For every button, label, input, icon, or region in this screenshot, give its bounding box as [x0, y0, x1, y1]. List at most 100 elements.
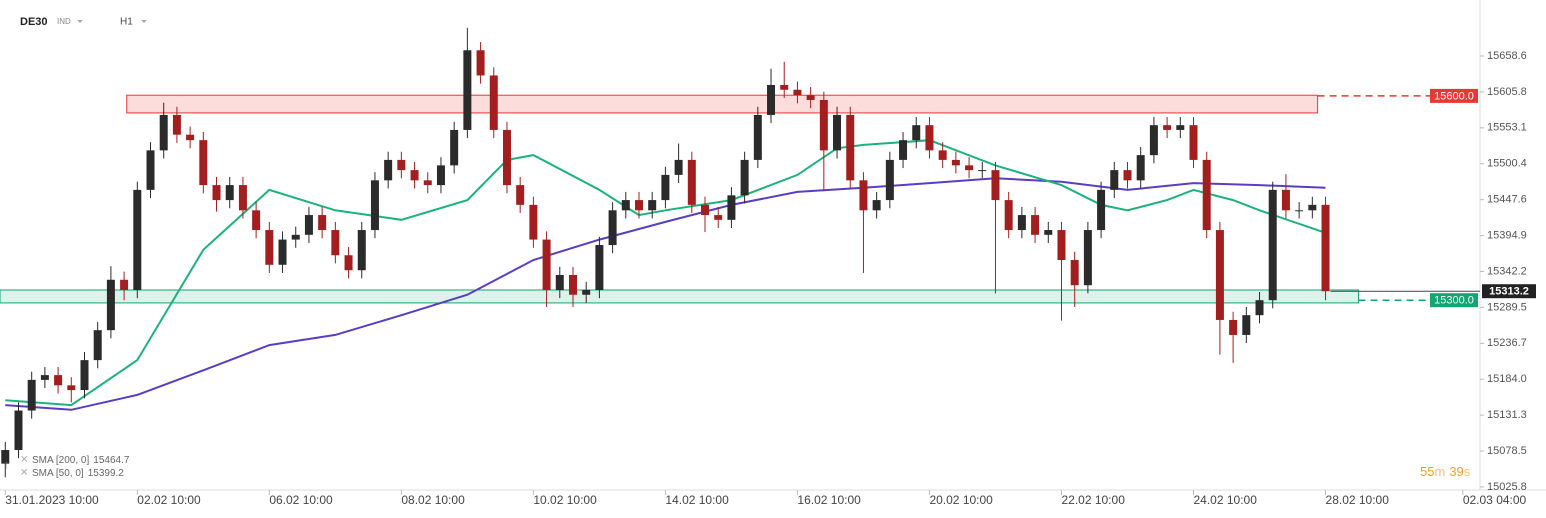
candle-body — [687, 159, 696, 205]
y-tick-label: 15394.9 — [1487, 229, 1527, 241]
candle-body — [912, 125, 921, 141]
candle-body — [1149, 125, 1158, 156]
candle-body — [608, 210, 617, 246]
legend-name: SMA [200, 0] — [32, 455, 89, 466]
legend-handle[interactable]: ⁞ — [5, 460, 8, 470]
candle-body — [186, 134, 195, 141]
candle-body — [489, 75, 498, 130]
x-tick-label: 08.02 10:00 — [401, 493, 465, 507]
candle-body — [542, 239, 551, 290]
candle-body — [120, 279, 129, 290]
zone — [0, 289, 1360, 304]
legend-value: 15464.7 — [93, 455, 130, 466]
candle-body — [529, 204, 538, 240]
x-tick-label: 16.02 10:00 — [797, 493, 861, 507]
candle-body — [278, 239, 287, 265]
y-tick-label: 15342.2 — [1487, 265, 1527, 277]
candle-body — [14, 410, 23, 451]
countdown: 55m 39s — [1420, 464, 1471, 479]
y-tick-label: 15184.0 — [1487, 373, 1527, 385]
candle-body — [450, 129, 459, 166]
candle-body — [1229, 319, 1238, 335]
candle-body — [568, 274, 577, 295]
symbol[interactable]: DE30 — [20, 16, 48, 28]
candle-body — [1044, 230, 1053, 235]
dropdown-icon[interactable] — [77, 20, 83, 23]
legend-value: 15399.2 — [88, 468, 125, 479]
candle-body — [1202, 159, 1211, 231]
y-tick-label: 15289.5 — [1487, 301, 1527, 313]
x-tick-label: 02.02 10:00 — [137, 493, 201, 507]
y-tick-label: 15025.8 — [1487, 481, 1527, 493]
candle-body — [252, 210, 261, 231]
candle-body — [727, 195, 736, 220]
y-tick-label: 15131.3 — [1487, 409, 1527, 421]
legend-close[interactable]: ✕ — [20, 468, 28, 479]
candle-body — [635, 200, 644, 211]
candle-body — [357, 230, 366, 271]
candle-body — [133, 189, 142, 290]
candle-body — [1123, 170, 1132, 181]
x-tick-label: 10.02 10:00 — [533, 493, 597, 507]
candle-body — [291, 234, 300, 240]
candle-body — [595, 245, 604, 290]
candle-body — [1295, 210, 1304, 212]
market[interactable]: IND — [57, 17, 71, 26]
candle-body — [1110, 170, 1119, 190]
candle-body — [172, 114, 181, 135]
y-tick-label: 15605.8 — [1487, 86, 1527, 98]
candle-body — [502, 129, 511, 186]
candle-body — [1163, 125, 1172, 130]
candle-body — [304, 215, 313, 235]
candle-body — [410, 170, 419, 181]
candle-body — [885, 159, 894, 201]
candle-body — [740, 159, 749, 196]
candle-body — [1097, 189, 1106, 231]
candle-body — [701, 204, 710, 216]
y-tick-label: 15658.6 — [1487, 50, 1527, 62]
dropdown-icon[interactable] — [141, 20, 147, 23]
candle-body — [318, 215, 327, 231]
candle-body — [1004, 200, 1013, 231]
candle-body — [423, 180, 432, 186]
candle-body — [780, 84, 789, 90]
candle-body — [965, 165, 974, 171]
legend-entry: SMA [200, 0] 15464.7 — [32, 455, 130, 466]
candle-body — [54, 375, 63, 386]
candle-body — [463, 50, 472, 130]
candle-body — [1242, 315, 1251, 335]
candle-body — [1017, 215, 1026, 231]
timer-part: 39 — [1449, 464, 1463, 479]
candle-body — [621, 200, 630, 211]
candle-body — [27, 379, 36, 411]
candle-body — [1268, 189, 1277, 301]
candle-body — [1308, 204, 1317, 211]
x-tick-label: 28.02 10:00 — [1326, 493, 1390, 507]
x-tick-label: 20.02 10:00 — [929, 493, 993, 507]
legend-close[interactable]: ✕ — [20, 455, 28, 466]
level-tag — [1430, 293, 1478, 308]
candle-body — [648, 200, 657, 211]
sma-line — [5, 177, 1326, 411]
candle-body — [476, 50, 485, 76]
x-tick-label: 02.03 04:00 — [1463, 493, 1527, 507]
candle-body — [370, 180, 379, 231]
candle-body — [899, 140, 908, 160]
candle-body — [1083, 230, 1092, 286]
candle-body — [1281, 189, 1290, 211]
timer-part: m — [1434, 464, 1445, 479]
legend-name: SMA [50, 0] — [32, 468, 84, 479]
timer-part: s — [1464, 464, 1471, 479]
interval[interactable]: H1 — [120, 17, 133, 28]
candle-body — [331, 230, 340, 256]
candle-body — [674, 159, 683, 175]
candle-body — [397, 159, 406, 171]
candle-body — [1215, 230, 1224, 320]
x-tick-label: 24.02 10:00 — [1194, 493, 1258, 507]
candle-body — [1189, 125, 1198, 160]
candle-body — [67, 385, 76, 391]
candle-body — [40, 375, 49, 380]
candle-body — [1057, 230, 1066, 261]
